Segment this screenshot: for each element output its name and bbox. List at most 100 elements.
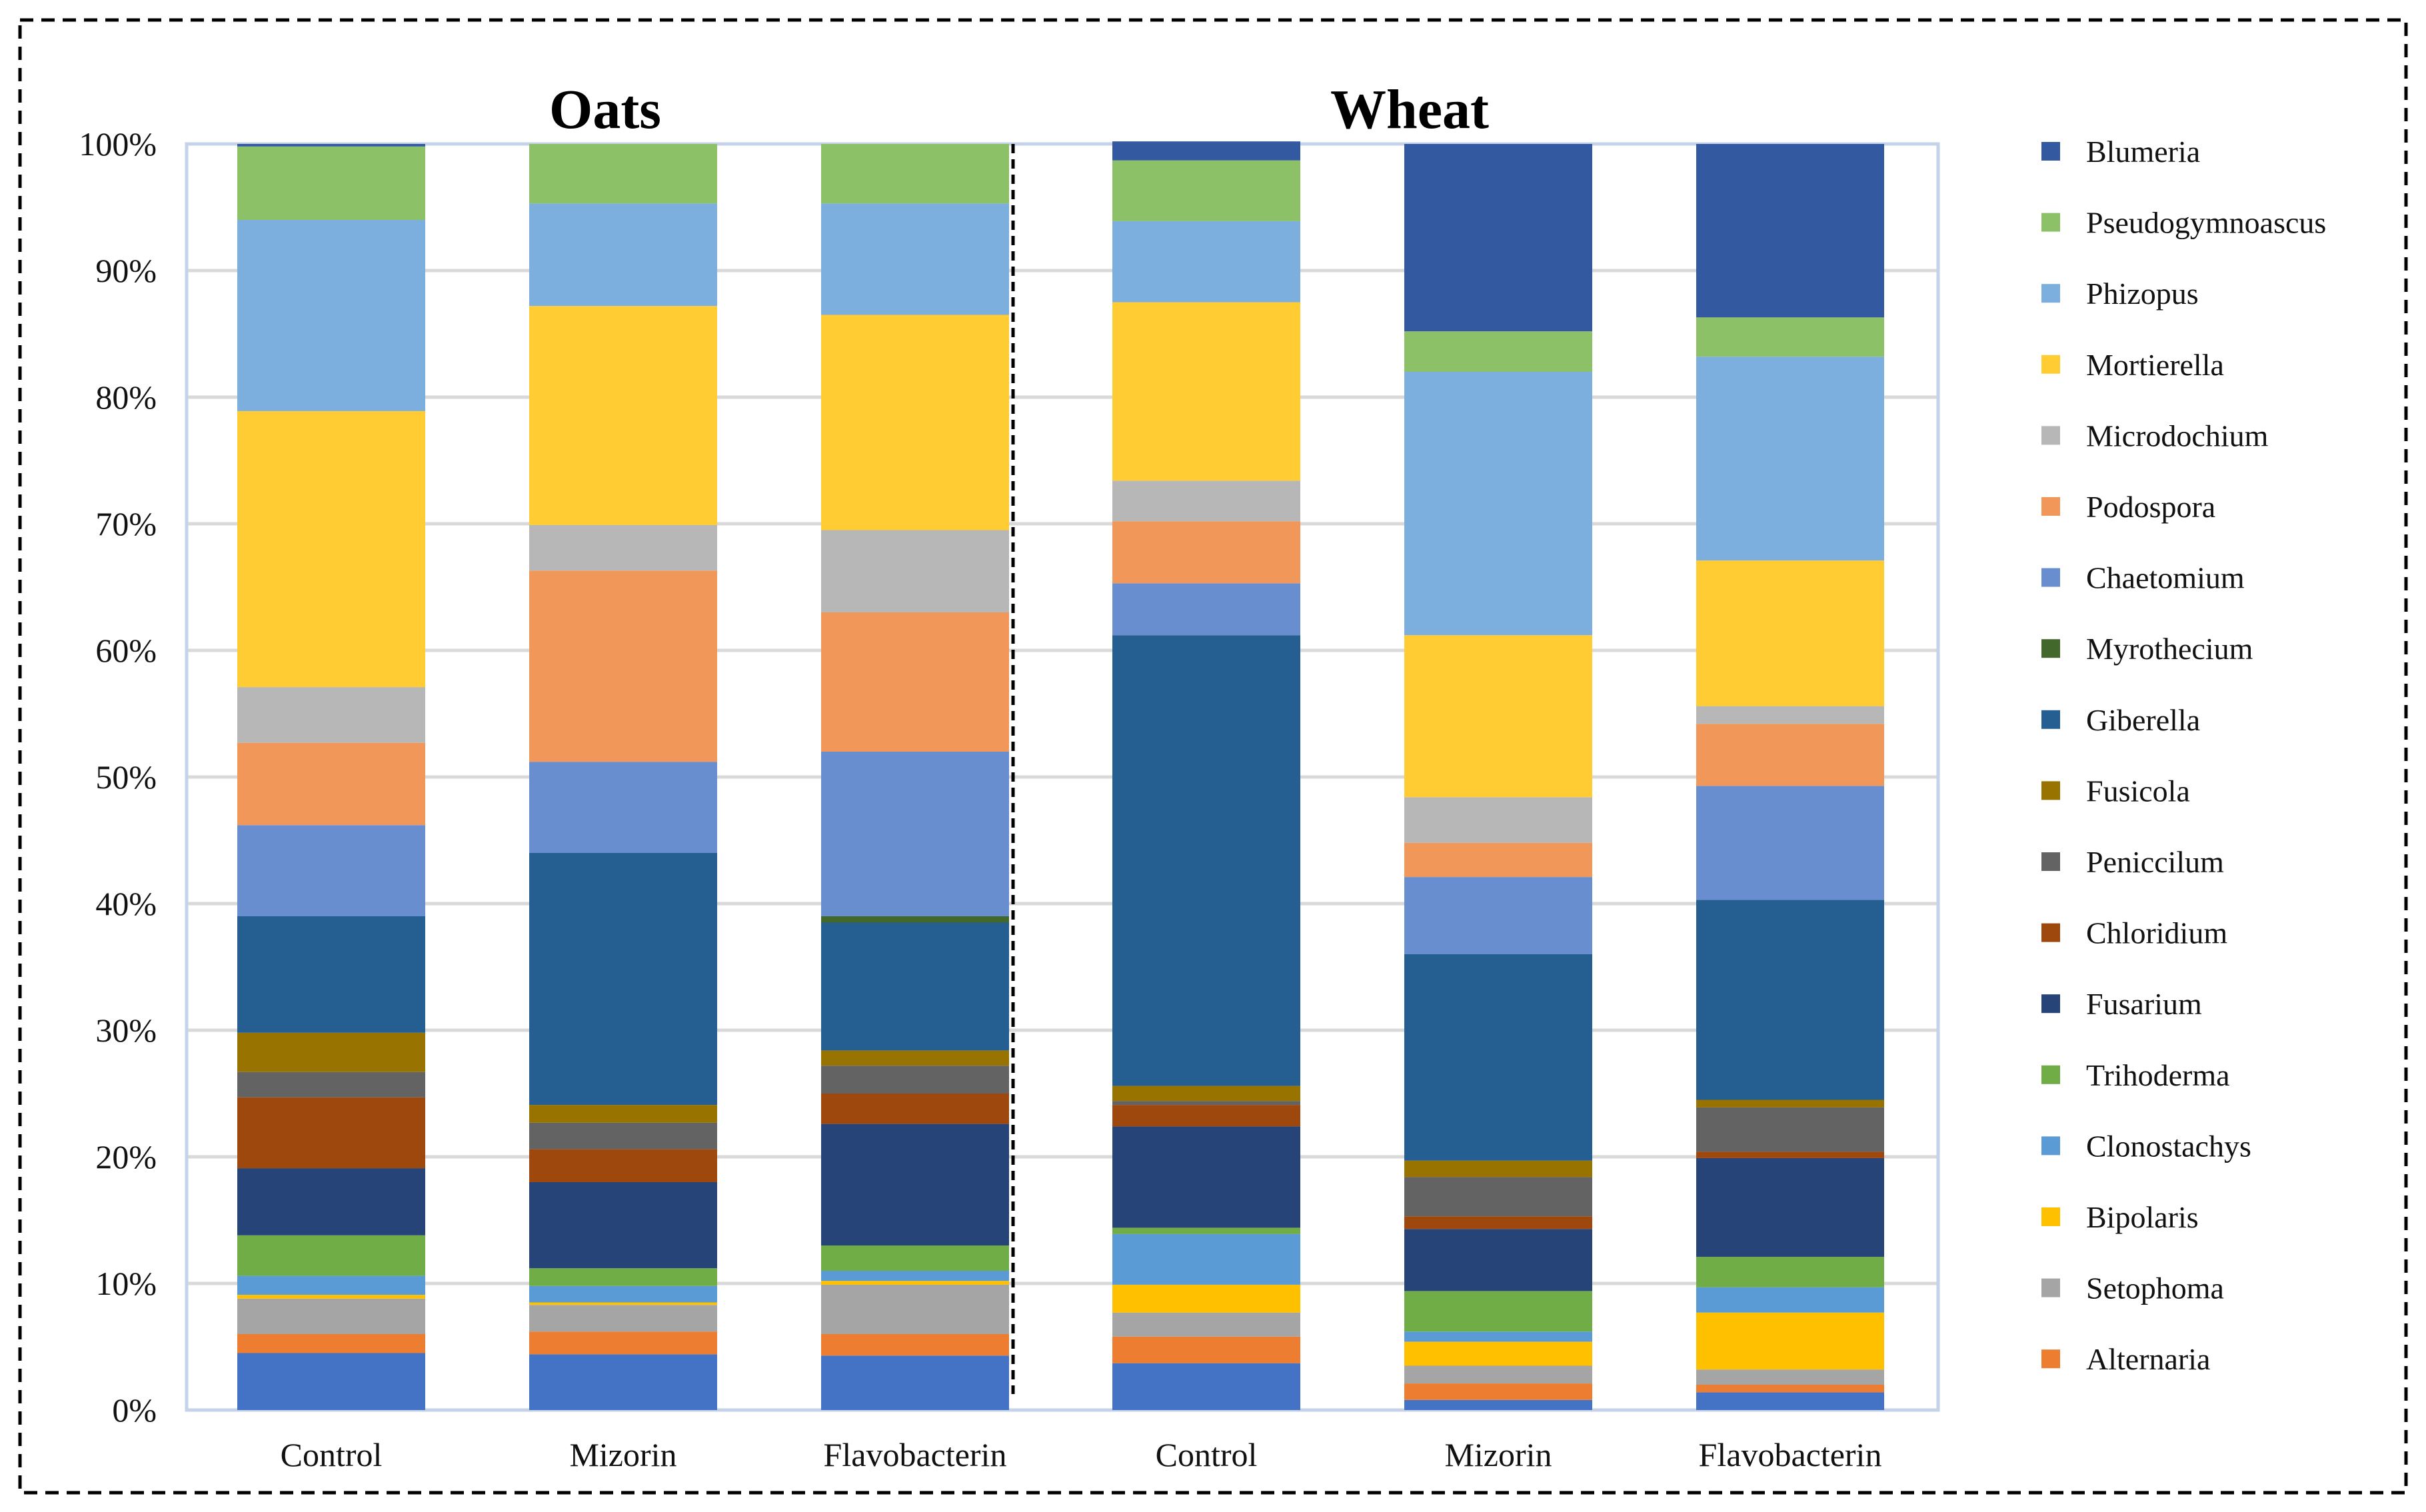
legend: Blumeria Pseudogymnoascus Phizopus Mortiere… xyxy=(2041,135,2326,1376)
bar-segment-peniccilum-3 xyxy=(821,1066,1009,1094)
legend-swatch-chaetomium xyxy=(2041,568,2060,587)
bars xyxy=(237,141,1884,1410)
bar-segment-fusicola-5 xyxy=(1404,1160,1592,1177)
bar-segment-phizopus-3 xyxy=(821,203,1009,315)
bar-segment-chloridium-3 xyxy=(821,1094,1009,1124)
group-titles: Oats Wheat xyxy=(549,79,1489,141)
bar-segment-setophoma-3 xyxy=(821,1284,1009,1334)
bar-segment-bipolaris-1 xyxy=(237,1295,425,1299)
bar-segment-setophoma-4 xyxy=(1112,1312,1300,1337)
bar-segment-trihoderma-6 xyxy=(1696,1257,1884,1287)
legend-swatch-giberella xyxy=(2041,710,2060,729)
bar-segment-peniccilum-5 xyxy=(1404,1177,1592,1217)
bar-segment-microdochium-3 xyxy=(821,530,1009,612)
bar-segment-alternaria-3 xyxy=(821,1334,1009,1356)
legend-swatch-blumeria xyxy=(2041,142,2060,161)
legend-item-setophoma: Setophoma xyxy=(2041,1271,2224,1305)
bar-segment-mortierella-3 xyxy=(821,315,1009,530)
bar-segment-giberella-2 xyxy=(529,853,717,1106)
outer-dashed-border xyxy=(18,18,2408,1495)
legend-label-setophoma: Setophoma xyxy=(2086,1271,2224,1305)
legend-label-pseudogymnoascus: Pseudogymnoascus xyxy=(2086,206,2326,240)
legend-label-microdochium: Microdochium xyxy=(2086,418,2269,452)
bar-segment-pseudogymnoascus-6 xyxy=(1696,317,1884,357)
bar-segment-pseudogymnoascus-4 xyxy=(1112,160,1300,221)
bar-segment-alternaria-2 xyxy=(529,1331,717,1355)
bar-segment-giberella-6 xyxy=(1696,900,1884,1100)
bar-segment-fusicola-3 xyxy=(821,1050,1009,1066)
bar-segment-chloridium-2 xyxy=(529,1149,717,1182)
legend-swatch-myrothecium xyxy=(2041,639,2060,658)
legend-item-phizopus: Phizopus xyxy=(2041,277,2199,311)
bar-segment-microdochium-4 xyxy=(1112,480,1300,522)
bar-segment-clonostachys-4 xyxy=(1112,1233,1300,1285)
legend-item-alternaria: Alternaria xyxy=(2041,1342,2210,1376)
bar-stack-3-flavobacterin xyxy=(821,144,1009,1410)
y-tick-label-50: 50% xyxy=(95,758,157,796)
bar-segment-microdochium-1 xyxy=(237,687,425,743)
legend-label-chaetomium: Chaetomium xyxy=(2086,561,2245,595)
legend-item-bipolaris: Bipolaris xyxy=(2041,1200,2199,1234)
legend-swatch-fusicola xyxy=(2041,781,2060,800)
bar-segment-chloridium-5 xyxy=(1404,1216,1592,1229)
legend-swatch-trihoderma xyxy=(2041,1065,2060,1084)
legend-item-giberella: Giberella xyxy=(2041,703,2200,737)
bar-segment-other-6 xyxy=(1696,1392,1884,1410)
bar-segment-fusarium-3 xyxy=(821,1124,1009,1245)
bar-segment-chaetomium-3 xyxy=(821,752,1009,916)
bar-segment-bipolaris-4 xyxy=(1112,1284,1300,1313)
legend-item-chloridium: Chloridium xyxy=(2041,916,2227,950)
x-tick-label-4-control: Control xyxy=(1156,1436,1258,1473)
bar-segment-microdochium-2 xyxy=(529,524,717,571)
bar-segment-chloridium-6 xyxy=(1696,1151,1884,1158)
bar-segment-fusarium-2 xyxy=(529,1182,717,1269)
bar-segment-giberella-5 xyxy=(1404,954,1592,1161)
bar-segment-clonostachys-1 xyxy=(237,1275,425,1295)
bar-segment-bipolaris-5 xyxy=(1404,1341,1592,1366)
legend-label-fusarium: Fusarium xyxy=(2086,987,2202,1021)
legend-item-fusarium: Fusarium xyxy=(2041,987,2202,1021)
legend-swatch-phizopus xyxy=(2041,284,2060,303)
bar-segment-fusicola-6 xyxy=(1696,1100,1884,1108)
bar-segment-chaetomium-1 xyxy=(237,825,425,916)
legend-swatch-setophoma xyxy=(2041,1278,2060,1297)
bar-segment-pseudogymnoascus-3 xyxy=(821,144,1009,204)
legend-swatch-microdochium xyxy=(2041,426,2060,445)
bar-segment-setophoma-6 xyxy=(1696,1369,1884,1385)
bar-segment-trihoderma-1 xyxy=(237,1235,425,1276)
legend-label-fusicola: Fusicola xyxy=(2086,774,2190,808)
bar-segment-giberella-4 xyxy=(1112,635,1300,1086)
y-tick-label-10: 10% xyxy=(95,1265,157,1302)
x-tick-label-2-mizorin: Mizorin xyxy=(569,1436,676,1473)
y-tick-label-20: 20% xyxy=(95,1138,157,1175)
legend-label-giberella: Giberella xyxy=(2086,703,2200,737)
bar-segment-chaetomium-6 xyxy=(1696,786,1884,900)
bar-segment-phizopus-1 xyxy=(237,220,425,411)
legend-label-peniccilum: Peniccilum xyxy=(2086,845,2224,879)
bar-segment-fusicola-1 xyxy=(237,1032,425,1072)
bar-segment-bipolaris-2 xyxy=(529,1302,717,1305)
bar-segment-trihoderma-3 xyxy=(821,1245,1009,1271)
bar-segment-chaetomium-2 xyxy=(529,762,717,853)
y-tick-label-40: 40% xyxy=(95,885,157,922)
bar-segment-peniccilum-2 xyxy=(529,1122,717,1149)
y-tick-label-80: 80% xyxy=(95,378,157,416)
bar-segment-alternaria-4 xyxy=(1112,1336,1300,1363)
bar-segment-setophoma-5 xyxy=(1404,1365,1592,1384)
bar-segment-podospora-6 xyxy=(1696,724,1884,786)
y-tick-label-60: 60% xyxy=(95,632,157,669)
bar-segment-mortierella-6 xyxy=(1696,560,1884,706)
bar-segment-other-2 xyxy=(529,1354,717,1410)
y-tick-label-30: 30% xyxy=(95,1012,157,1049)
bar-segment-peniccilum-4 xyxy=(1112,1101,1300,1106)
legend-swatch-alternaria xyxy=(2041,1349,2060,1369)
bar-segment-fusarium-6 xyxy=(1696,1157,1884,1257)
bar-segment-other-3 xyxy=(821,1355,1009,1410)
legend-item-chaetomium: Chaetomium xyxy=(2041,561,2245,595)
bar-segment-chloridium-1 xyxy=(237,1097,425,1169)
bar-segment-mortierella-2 xyxy=(529,306,717,525)
legend-label-trihoderma: Trihoderma xyxy=(2086,1058,2230,1092)
group-title-oats: Oats xyxy=(549,79,661,141)
